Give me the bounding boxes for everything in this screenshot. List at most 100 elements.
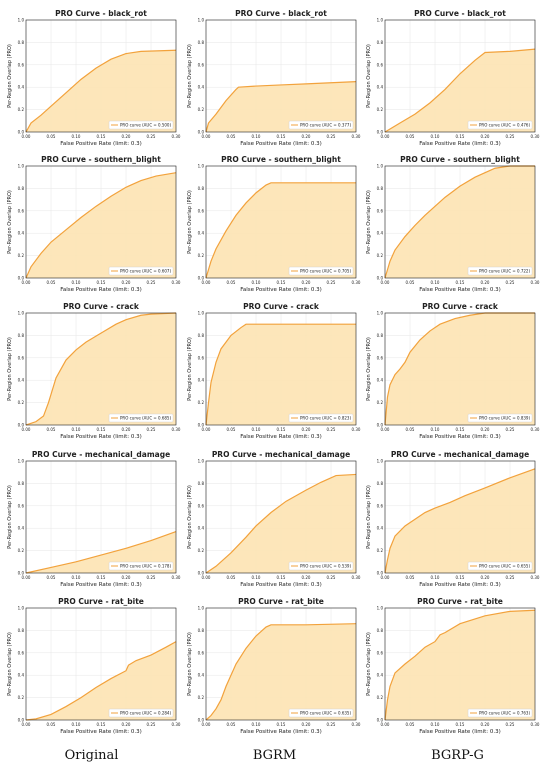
y-tick-label: 0.4 — [377, 85, 384, 90]
x-tick-label: 0.15 — [456, 575, 465, 580]
x-tick-label: 0.30 — [352, 427, 361, 432]
x-tick-label: 0.30 — [172, 722, 181, 727]
y-axis-label: Per-Region Overlap (PRO) — [366, 337, 372, 401]
legend-box — [108, 266, 174, 276]
x-tick-label: 0.25 — [327, 134, 336, 139]
y-tick-label: 0.6 — [18, 650, 25, 655]
x-tick-label: 0.10 — [431, 722, 440, 727]
plot-frame — [384, 460, 536, 574]
y-tick-label: 0.2 — [198, 400, 205, 405]
legend-label: PRO curve (AUC = 0.178) — [120, 564, 171, 569]
x-tick-label: 0.15 — [97, 575, 106, 580]
chart-title: PRO Curve - mechanical_damage — [32, 450, 170, 459]
x-tick-label: 0.00 — [381, 134, 390, 139]
y-tick-label: 0.2 — [18, 400, 25, 405]
y-tick-label: 0.2 — [18, 695, 25, 700]
y-tick-label: 0.4 — [18, 378, 25, 383]
x-tick-label: 0.00 — [381, 280, 390, 285]
chart-title: PRO Curve - mechanical_damage — [391, 450, 529, 459]
pro-area-fill — [385, 468, 535, 573]
pro-curve-line — [205, 182, 356, 279]
plot-frame — [384, 607, 536, 721]
x-tick-label: 0.20 — [122, 575, 131, 580]
x-tick-label: 0.05 — [406, 280, 415, 285]
y-tick-label: 0.6 — [377, 503, 384, 508]
pro-chart-panel: 0.00 0.05 0.10 0.15 0.20 0.25 0.30 0.0 0.2 0.4 0.6… — [366, 450, 540, 588]
y-tick-label: 0.2 — [18, 253, 25, 258]
x-tick-label: 0.00 — [202, 280, 211, 285]
pro-chart-panel: 0.00 0.05 0.10 0.15 0.20 0.25 0.30 0.0 0.2 0.4 0.6… — [7, 450, 181, 588]
x-tick-label: 0.25 — [506, 427, 515, 432]
y-tick-label: 0.8 — [377, 333, 384, 338]
x-axis-label: False Positive Rate (limit: 0.3) — [60, 582, 142, 588]
x-tick-label: 0.20 — [122, 134, 131, 139]
legend-box — [288, 266, 354, 276]
x-tick-label: 0.15 — [97, 427, 106, 432]
x-tick-label: 0.30 — [352, 575, 361, 580]
x-tick-label: 0.25 — [327, 722, 336, 727]
y-tick-label: 0.0 — [198, 718, 205, 723]
legend-box — [288, 561, 354, 571]
pro-chart-panel: 0.00 0.05 0.10 0.15 0.20 0.25 0.30 0.0 0.2 0.4 0.6… — [366, 9, 540, 147]
legend-label: PRO curve (AUC = 0.476) — [479, 123, 530, 128]
y-tick-label: 0.4 — [18, 526, 25, 531]
pro-area-fill — [26, 172, 176, 278]
y-tick-label: 0.8 — [198, 186, 205, 191]
x-tick-label: 0.15 — [456, 427, 465, 432]
pro-chart-panel: 0.00 0.05 0.10 0.15 0.20 0.25 0.30 0.0 0.2 0.4 0.6… — [187, 155, 361, 293]
chart-title: PRO Curve - black_rot — [55, 9, 147, 18]
x-tick-label: 0.30 — [352, 722, 361, 727]
y-tick-label: 0.8 — [198, 628, 205, 633]
pro-curve-line — [25, 172, 177, 279]
x-tick-label: 0.20 — [481, 134, 490, 139]
y-tick-label: 0.0 — [18, 276, 25, 281]
y-tick-label: 0.2 — [377, 548, 384, 553]
column-label-original: Original — [64, 748, 119, 763]
x-tick-label: 0.25 — [327, 575, 336, 580]
y-tick-label: 0.6 — [18, 355, 25, 360]
y-axis-label: Per-Region Overlap (PRO) — [187, 190, 193, 254]
pro-chart-panel: 0.00 0.05 0.10 0.15 0.20 0.25 0.30 0.0 0.2 0.4 0.6… — [187, 450, 361, 588]
x-tick-label: 0.10 — [431, 427, 440, 432]
legend-box — [108, 561, 174, 571]
plot-frame — [205, 165, 357, 279]
y-tick-label: 0.2 — [18, 548, 25, 553]
x-tick-label: 0.10 — [431, 134, 440, 139]
plot-frame — [205, 607, 357, 721]
y-tick-label: 0.8 — [18, 333, 25, 338]
legend-label: PRO curve (AUC = 0.655) — [479, 564, 530, 569]
y-tick-label: 0.2 — [198, 253, 205, 258]
chart-title: PRO Curve - rat_bite — [417, 597, 503, 606]
y-tick-label: 1.0 — [377, 164, 384, 169]
x-tick-label: 0.00 — [381, 427, 390, 432]
y-tick-label: 1.0 — [198, 459, 205, 464]
legend-label: PRO curve (AUC = 0.763) — [479, 711, 530, 716]
y-tick-label: 1.0 — [198, 311, 205, 316]
y-tick-label: 1.0 — [377, 311, 384, 316]
pro-curve-line — [384, 609, 536, 721]
chart-title: PRO Curve - crack — [243, 302, 320, 311]
x-tick-label: 0.25 — [327, 280, 336, 285]
y-tick-label: 0.8 — [18, 40, 25, 45]
y-tick-label: 0.8 — [377, 628, 384, 633]
x-tick-label: 0.05 — [47, 134, 56, 139]
y-axis-label: Per-Region Overlap (PRO) — [366, 44, 372, 108]
y-tick-label: 1.0 — [377, 606, 384, 611]
y-tick-label: 0.6 — [198, 62, 205, 67]
y-tick-label: 1.0 — [198, 164, 205, 169]
x-tick-label: 0.05 — [47, 427, 56, 432]
pro-curve-line — [384, 312, 535, 426]
x-axis-label: False Positive Rate (limit: 0.3) — [60, 287, 142, 293]
legend-box — [288, 413, 354, 423]
pro-curve-line — [25, 312, 177, 426]
pro-area-fill — [385, 313, 535, 425]
pro-curve-line — [25, 49, 177, 133]
x-tick-label: 0.30 — [531, 134, 540, 139]
legend-box — [288, 708, 354, 718]
y-tick-label: 0.6 — [377, 62, 384, 67]
y-tick-label: 1.0 — [18, 18, 25, 23]
x-tick-label: 0.05 — [406, 722, 415, 727]
x-tick-label: 0.15 — [277, 134, 286, 139]
y-tick-label: 0.0 — [18, 130, 25, 135]
y-tick-label: 0.6 — [198, 355, 205, 360]
